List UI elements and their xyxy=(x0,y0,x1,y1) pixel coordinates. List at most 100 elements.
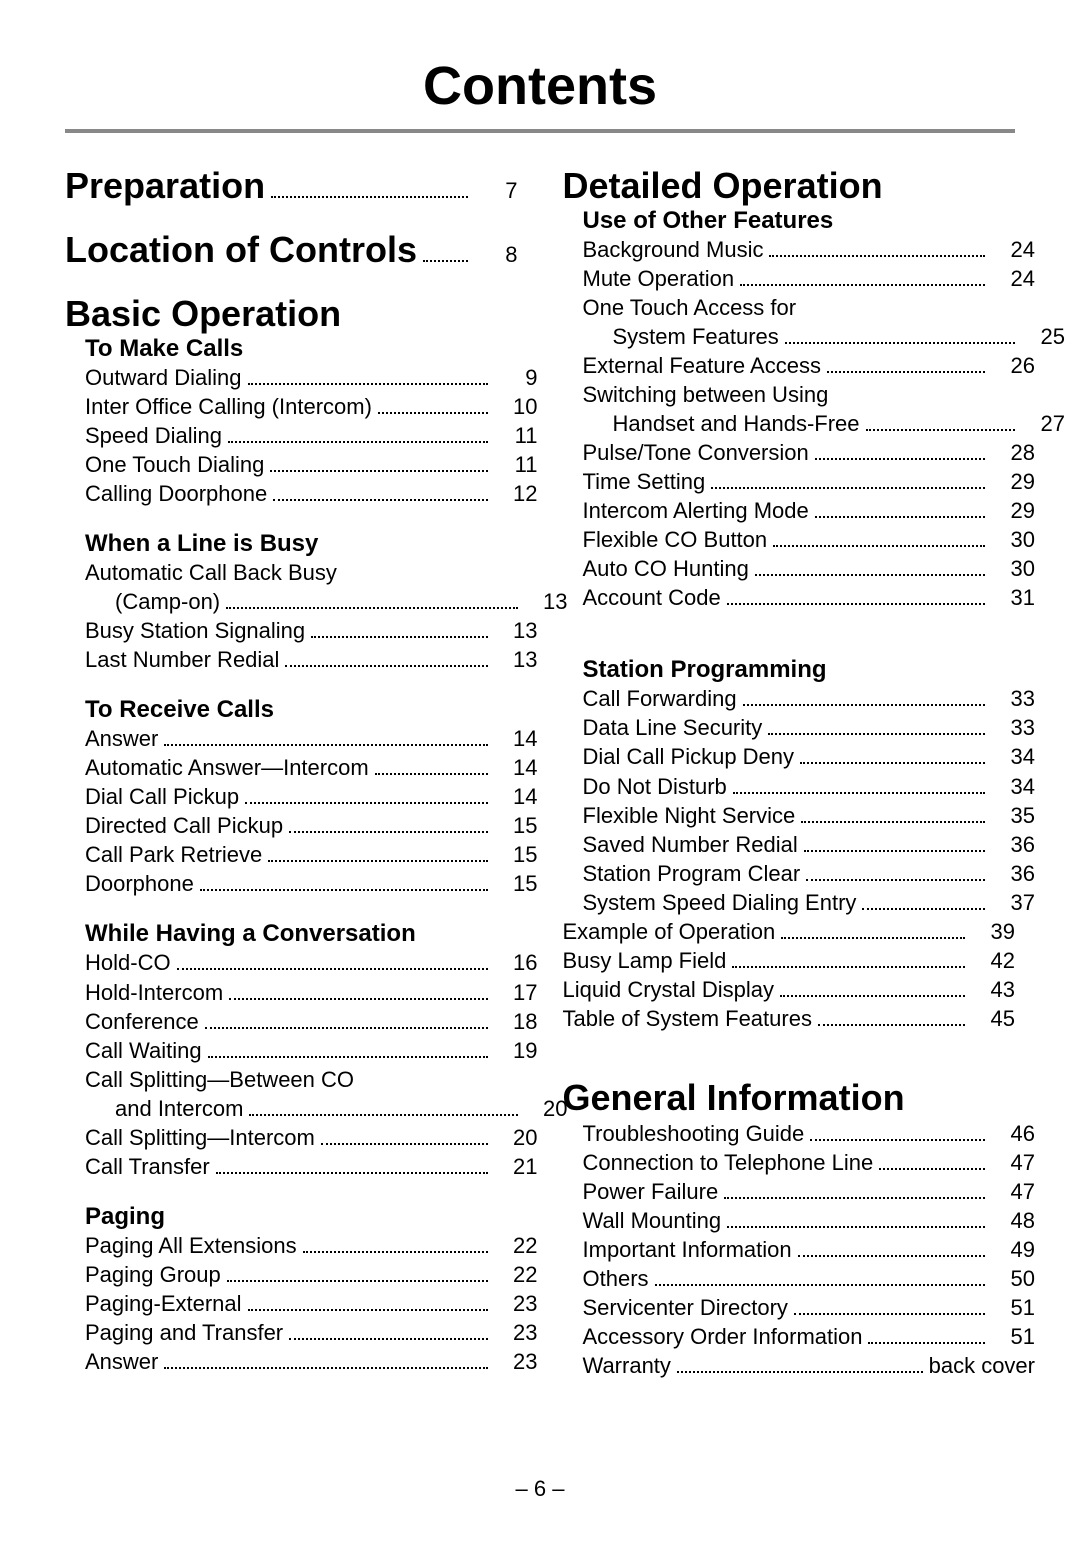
toc-entry: Troubleshooting Guide46 xyxy=(563,1119,1036,1148)
leader-dots xyxy=(248,1300,488,1311)
entry-label: Important Information xyxy=(583,1235,792,1264)
entry-label: One Touch Access for xyxy=(583,293,797,322)
page-number: 24 xyxy=(991,264,1035,293)
entry-label: Time Setting xyxy=(583,467,706,496)
leader-dots xyxy=(827,362,985,373)
page-number: 43 xyxy=(971,975,1015,1004)
page-number: 13 xyxy=(524,587,568,616)
toc-entry: Call Splitting—Between CO xyxy=(65,1065,538,1094)
entry-label: Conference xyxy=(85,1007,199,1036)
toc-entry: Switching between Using xyxy=(563,380,1036,409)
toc-entry: Dial Call Pickup Deny34 xyxy=(563,742,1036,771)
leader-dots xyxy=(285,656,487,667)
entry-label: Paging All Extensions xyxy=(85,1231,297,1260)
leader-dots xyxy=(216,1163,488,1174)
leader-dots xyxy=(321,1134,488,1145)
toc-entry: Doorphone15 xyxy=(65,869,538,898)
page-number: 31 xyxy=(991,583,1035,612)
entry-label: Call Waiting xyxy=(85,1036,202,1065)
page-number: 23 xyxy=(494,1347,538,1376)
page-number: 36 xyxy=(991,859,1035,888)
leader-dots xyxy=(289,823,487,834)
page-number: 29 xyxy=(991,467,1035,496)
toc-entry: Paging Group22 xyxy=(65,1260,538,1289)
leader-dots xyxy=(226,598,517,609)
section-use-other: Background Music24Mute Operation24One To… xyxy=(563,235,1016,612)
leader-dots xyxy=(743,696,985,707)
toc-entry: Hold-CO16 xyxy=(65,948,538,977)
toc-entry: Intercom Alerting Mode29 xyxy=(563,496,1036,525)
page-number: 42 xyxy=(971,946,1015,975)
entry-label: Accessory Order Information xyxy=(583,1322,863,1351)
leader-dots xyxy=(768,725,985,736)
page-number: 48 xyxy=(991,1206,1035,1235)
page-number: 29 xyxy=(991,496,1035,525)
toc-entry: Answer14 xyxy=(65,724,538,753)
entry-label: (Camp-on) xyxy=(115,587,220,616)
entry-label: and Intercom xyxy=(115,1094,243,1123)
leader-dots xyxy=(773,537,985,548)
toc-entry: External Feature Access26 xyxy=(563,351,1036,380)
subheading-paging: Paging xyxy=(65,1203,518,1231)
toc-entry: Busy Station Signaling13 xyxy=(65,616,538,645)
entry-label: Outward Dialing xyxy=(85,363,242,392)
entry-label: Flexible Night Service xyxy=(583,801,796,830)
toc-entry: Station Program Clear 36 xyxy=(563,859,1036,888)
entry-label: Data Line Security xyxy=(583,713,763,742)
toc-entry: Call Forwarding 33 xyxy=(563,684,1036,713)
entry-label: Station Program Clear xyxy=(583,859,801,888)
leader-dots xyxy=(655,1275,985,1286)
page-number: 34 xyxy=(991,742,1035,771)
leader-dots xyxy=(727,595,985,606)
leader-dots xyxy=(815,507,985,518)
entry-label: Do Not Disturb xyxy=(583,772,727,801)
leader-dots xyxy=(798,1246,985,1257)
toc-entry: Automatic Answer—Intercom14 xyxy=(65,753,538,782)
page-number: 9 xyxy=(494,363,538,392)
page-number: 33 xyxy=(991,684,1035,713)
left-column: Preparation 7 Location of Controls 8 Bas… xyxy=(65,165,518,1446)
toc-entry: Background Music24 xyxy=(563,235,1036,264)
page-number: 20 xyxy=(524,1094,568,1123)
page-number: 17 xyxy=(494,978,538,1007)
leader-dots xyxy=(794,1304,985,1315)
toc-entry: Call Transfer21 xyxy=(65,1152,538,1181)
entry-label: Inter Office Calling (Intercom) xyxy=(85,392,372,421)
page-number: 15 xyxy=(494,811,538,840)
toc-entry: Data Line Security33 xyxy=(563,713,1036,742)
toc-entry: Call Splitting—Intercom20 xyxy=(65,1123,538,1152)
toc-entry: Flexible Night Service35 xyxy=(563,801,1036,830)
page-number: 15 xyxy=(494,869,538,898)
leader-dots xyxy=(677,1362,923,1373)
heading-preparation: Preparation 7 xyxy=(65,165,518,207)
entry-label: Table of System Features xyxy=(563,1004,812,1033)
toc-entry: Automatic Call Back Busy xyxy=(65,558,538,587)
page-number: 27 xyxy=(1021,409,1065,438)
toc-entry: Accessory Order Information51 xyxy=(563,1322,1036,1351)
leader-dots xyxy=(769,246,985,257)
toc-entry: Hold-Intercom17 xyxy=(65,978,538,1007)
entry-label: Warranty xyxy=(583,1351,671,1380)
page-root: Contents Preparation 7 Location of Contr… xyxy=(0,0,1080,1542)
leader-dots xyxy=(177,960,488,971)
page-number: 30 xyxy=(991,554,1035,583)
toc-entry: Directed Call Pickup15 xyxy=(65,811,538,840)
leader-dots xyxy=(733,783,985,794)
leader-dots xyxy=(164,735,487,746)
toc-entry: Inter Office Calling (Intercom)10 xyxy=(65,392,538,421)
leader-dots xyxy=(818,1015,965,1026)
page-number: 12 xyxy=(494,479,538,508)
leader-dots xyxy=(868,1333,985,1344)
entry-label: Handset and Hands-Free xyxy=(613,409,860,438)
entry-label: Mute Operation xyxy=(583,264,735,293)
toc-entry: Connection to Telephone Line47 xyxy=(563,1148,1036,1177)
page-number: 26 xyxy=(991,351,1035,380)
page-number: 11 xyxy=(494,421,538,450)
leader-dots xyxy=(815,449,985,460)
entry-label: Account Code xyxy=(583,583,721,612)
entry-label: Auto CO Hunting xyxy=(583,554,749,583)
entry-label: Call Forwarding xyxy=(583,684,737,713)
leader-dots xyxy=(810,1130,985,1141)
page-number: 22 xyxy=(494,1231,538,1260)
page-number: 18 xyxy=(494,1007,538,1036)
